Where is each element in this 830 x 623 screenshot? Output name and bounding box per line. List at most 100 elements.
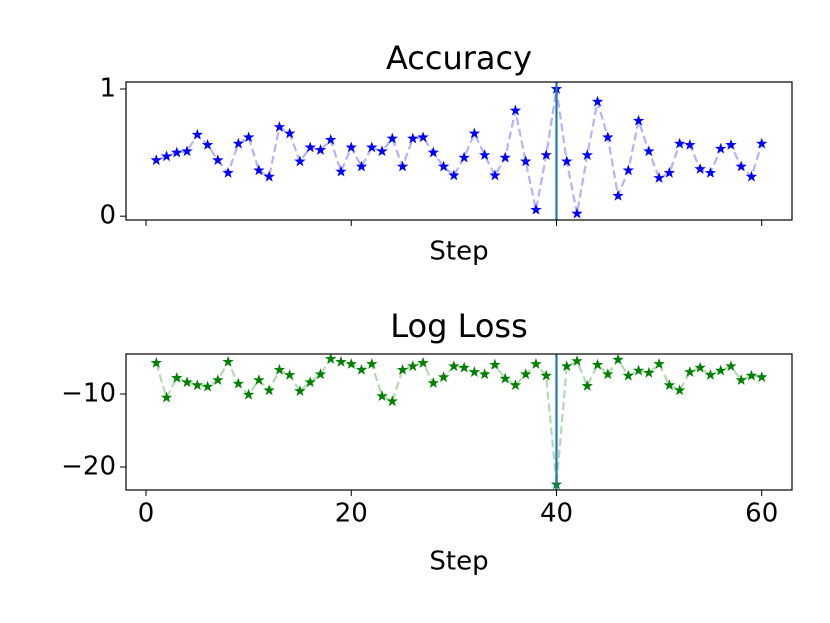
- data-point: [632, 114, 645, 126]
- data-point: [714, 142, 727, 154]
- data-point: [448, 360, 460, 372]
- data-point: [663, 379, 676, 391]
- chart-title: Accuracy: [386, 39, 532, 77]
- data-point: [643, 145, 655, 157]
- data-point: [581, 379, 593, 391]
- data-point: [222, 355, 234, 367]
- data-point: [160, 391, 173, 403]
- data-point: [222, 166, 234, 178]
- data-point: [704, 166, 717, 178]
- data-point: [376, 145, 388, 157]
- data-point: [509, 104, 522, 116]
- data-point: [253, 374, 265, 385]
- data-point: [612, 189, 624, 201]
- data-point: [304, 376, 316, 388]
- data-point: [273, 121, 286, 133]
- data-point: [407, 132, 419, 144]
- series-line: [155, 88, 763, 214]
- y-tick-label: −20: [61, 452, 116, 482]
- data-point: [294, 155, 306, 167]
- data-point: [725, 360, 737, 372]
- data-point: [407, 360, 419, 372]
- data-point: [325, 133, 337, 145]
- data-point: [561, 155, 573, 167]
- data-point: [509, 379, 522, 391]
- data-point: [653, 172, 665, 183]
- axes-frame: [125, 81, 793, 221]
- data-point: [448, 169, 460, 181]
- data-point: [345, 141, 357, 153]
- data-point: [212, 374, 224, 385]
- data-point: [283, 127, 296, 139]
- data-point: [684, 138, 696, 150]
- data-point: [478, 368, 491, 380]
- data-point: [181, 376, 193, 388]
- x-tick-label: 20: [335, 499, 368, 529]
- data-point: [171, 146, 183, 158]
- data-point: [335, 165, 347, 177]
- data-point: [520, 155, 532, 167]
- series-line: [155, 357, 762, 485]
- data-point: [366, 141, 378, 153]
- data-point: [212, 154, 224, 166]
- data-point: [232, 377, 245, 389]
- data-point: [273, 363, 286, 375]
- data-point: [632, 364, 645, 376]
- data-point: [571, 355, 583, 367]
- data-point: [396, 363, 409, 375]
- x-axis-label: Step: [429, 547, 488, 577]
- data-point: [376, 390, 388, 402]
- data-point: [335, 355, 347, 367]
- data-point: [694, 361, 706, 373]
- data-point: [704, 369, 717, 380]
- data-point: [756, 137, 768, 149]
- data-point: [499, 372, 511, 384]
- x-tick-label: 0: [138, 499, 155, 529]
- data-point: [540, 149, 552, 160]
- data-point: [355, 160, 368, 172]
- x-axis-label: Step: [429, 237, 488, 267]
- data-point: [417, 356, 429, 368]
- data-point: [735, 374, 747, 385]
- y-tick-label: −10: [61, 379, 116, 409]
- data-point: [427, 146, 440, 158]
- data-point: [735, 160, 747, 172]
- data-point: [530, 203, 542, 215]
- data-point: [283, 369, 296, 380]
- data-point: [294, 385, 306, 396]
- data-point: [530, 358, 542, 369]
- x-tick-label: 60: [745, 499, 778, 529]
- data-point: [242, 388, 255, 400]
- data-point: [745, 369, 758, 381]
- y-tick-label: 0: [99, 201, 116, 231]
- data-point: [437, 160, 450, 172]
- data-point: [355, 363, 368, 375]
- data-point: [591, 358, 604, 370]
- data-point: [201, 380, 214, 392]
- data-point: [602, 368, 614, 380]
- data-point: [314, 368, 327, 380]
- data-point: [478, 149, 491, 160]
- data-point: [263, 384, 275, 396]
- data-point: [386, 395, 398, 407]
- data-point: [663, 166, 676, 178]
- data-point: [745, 170, 758, 182]
- data-point: [201, 138, 214, 150]
- data-point: [540, 369, 552, 381]
- data-point: [150, 356, 162, 368]
- data-point: [653, 358, 665, 369]
- data-point: [427, 377, 440, 388]
- data-point: [437, 371, 450, 383]
- axes-frame: [125, 353, 793, 491]
- data-point: [181, 145, 193, 157]
- data-point: [561, 360, 573, 372]
- chart-title: Log Loss: [390, 307, 528, 345]
- data-point: [304, 141, 316, 153]
- data-point: [602, 131, 614, 143]
- data-point: [366, 358, 378, 369]
- data-point: [581, 149, 593, 160]
- data-point: [571, 207, 583, 219]
- data-point: [489, 169, 501, 181]
- data-point: [756, 371, 768, 383]
